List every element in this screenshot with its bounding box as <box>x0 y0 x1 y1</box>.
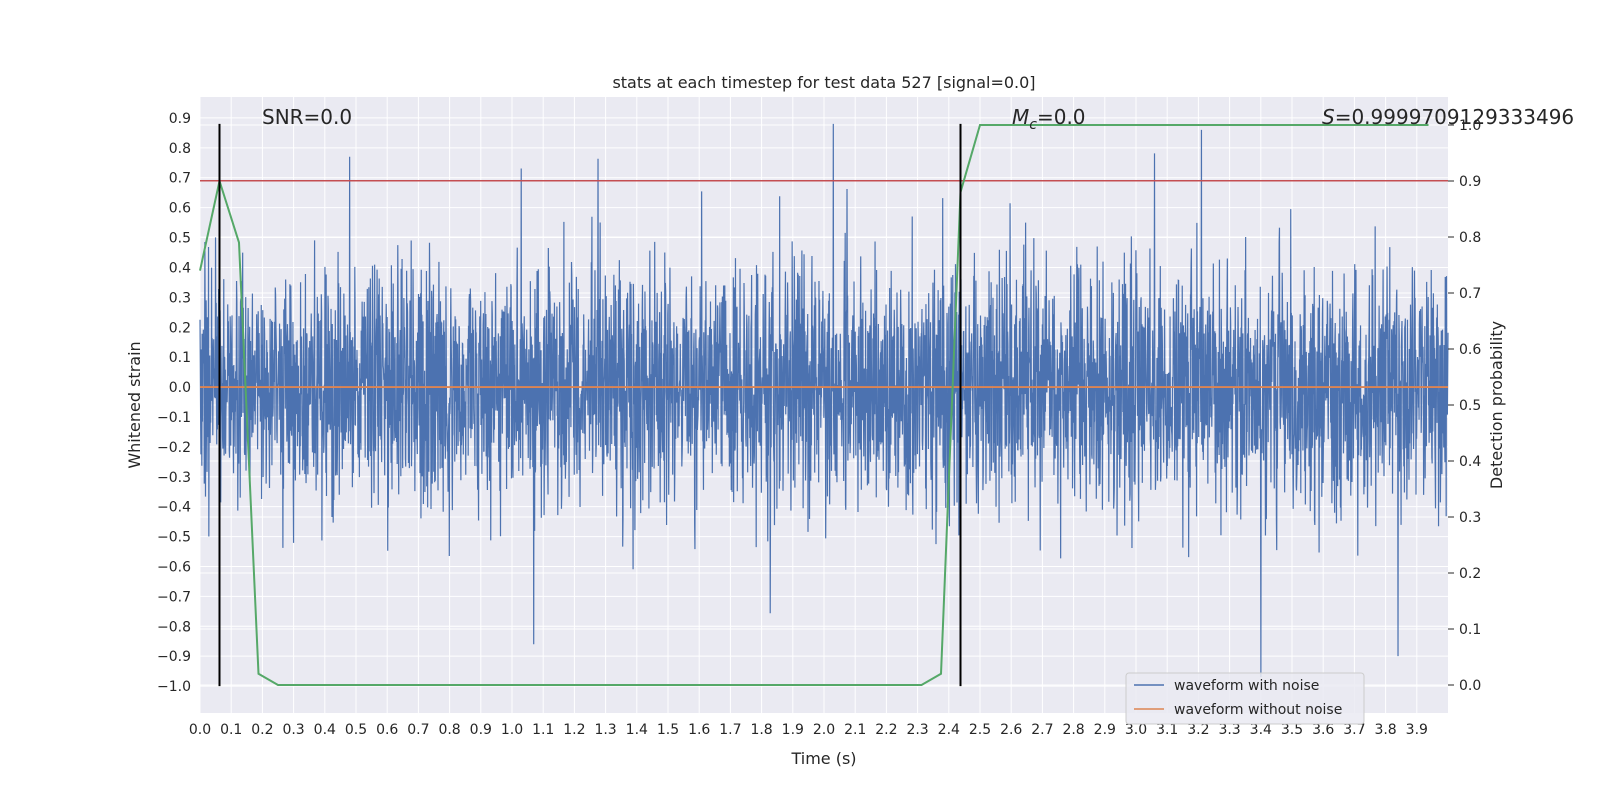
x-tick-label: 0.7 <box>407 722 429 738</box>
y-axis-label: Whitened strain <box>125 341 144 468</box>
y2-tick-label: 0.1 <box>1459 622 1481 638</box>
x-tick-label: 2.9 <box>1094 722 1116 738</box>
y2-tick-label: 0.3 <box>1459 510 1481 526</box>
y2-tick-label: 0.0 <box>1459 678 1481 694</box>
s-symbol: S <box>1322 105 1335 129</box>
tick-labels: 0.0 0.1 0.2 0.3 0.4 0.5 0.6 0.7 0.8 0.9 1.0 1.1 1.2 1… <box>157 111 1481 738</box>
x-tick-label: 2.4 <box>938 722 960 738</box>
x-tick-label: 0.8 <box>438 722 460 738</box>
x-tick-label: 1.3 <box>594 722 616 738</box>
y-tick-label: −0.2 <box>157 440 191 456</box>
x-tick-label: 3.3 <box>1218 722 1240 738</box>
x-tick-label: 2.0 <box>813 722 835 738</box>
x-tick-label: 2.6 <box>1000 722 1022 738</box>
x-tick-label: 3.0 <box>1125 722 1147 738</box>
y2-tick-label: 0.2 <box>1459 566 1481 582</box>
y-tick-label: 0.2 <box>169 320 191 336</box>
x-axis-label: Time (s) <box>790 749 856 768</box>
y-tick-label: −0.3 <box>157 470 191 486</box>
x-tick-label: 1.0 <box>501 722 523 738</box>
y-tick-label: 0.0 <box>169 380 191 396</box>
x-tick-label: 0.3 <box>282 722 304 738</box>
y2-axis-label: Detection probability <box>1487 321 1506 489</box>
y2-tick-label: 0.9 <box>1459 174 1481 190</box>
x-tick-label: 3.8 <box>1374 722 1396 738</box>
x-tick-label: 0.1 <box>220 722 242 738</box>
mc-value: =0.0 <box>1037 105 1086 129</box>
snr-annotation: SNR=0.0 <box>262 105 352 129</box>
noise-line <box>199 123 1449 678</box>
x-tick-label: 3.1 <box>1156 722 1178 738</box>
x-tick-label: 3.9 <box>1406 722 1428 738</box>
x-tick-label: 3.6 <box>1312 722 1334 738</box>
y-tick-label: 0.3 <box>169 290 191 306</box>
y-tick-label: 0.8 <box>169 141 191 157</box>
y2-tick-label: 0.8 <box>1459 230 1481 246</box>
noise-series <box>199 123 1449 678</box>
y2-tick-label: 0.7 <box>1459 286 1481 302</box>
overlay-lines <box>199 123 1448 687</box>
x-tick-label: 2.2 <box>875 722 897 738</box>
x-tick-label: 2.5 <box>969 722 991 738</box>
y-tick-label: −0.5 <box>157 530 191 546</box>
x-tick-label: 0.4 <box>314 722 336 738</box>
mc-symbol: M <box>1012 105 1029 129</box>
x-tick-label: 0.6 <box>376 722 398 738</box>
x-tick-label: 2.7 <box>1031 722 1053 738</box>
y-tick-label: −1.0 <box>157 679 191 695</box>
x-tick-label: 0.5 <box>345 722 367 738</box>
y-tick-label: 0.1 <box>169 350 191 366</box>
y-tick-label: 0.4 <box>169 260 191 276</box>
x-tick-label: 2.8 <box>1062 722 1084 738</box>
y-tick-label: −0.1 <box>157 410 191 426</box>
x-tick-label: 0.9 <box>470 722 492 738</box>
mc-subscript: c <box>1029 117 1037 133</box>
y-tick-label: −0.7 <box>157 589 191 605</box>
detection-probability-line <box>199 124 1429 686</box>
y-tick-label: 0.6 <box>169 201 191 217</box>
x-tick-label: 0.2 <box>251 722 273 738</box>
s-annotation: S=0.9999709129333496 <box>1322 105 1574 129</box>
mc-annotation: Mc=0.0 <box>1012 105 1086 133</box>
x-tick-label: 2.3 <box>906 722 928 738</box>
x-tick-label: 1.7 <box>719 722 741 738</box>
legend-box <box>1125 672 1365 725</box>
legend-label-clean: waveform without noise <box>1174 702 1342 718</box>
y-tick-label: 0.9 <box>169 111 191 127</box>
x-tick-label: 3.2 <box>1187 722 1209 738</box>
x-tick-label: 1.1 <box>532 722 554 738</box>
y-tick-label: −0.8 <box>157 619 191 635</box>
y-tick-label: 0.7 <box>169 171 191 187</box>
x-tick-label: 1.6 <box>688 722 710 738</box>
y-tick-label: −0.4 <box>157 500 191 516</box>
y2-tick-label: 0.6 <box>1459 342 1481 358</box>
chart-title: stats at each timestep for test data 527… <box>612 73 1035 92</box>
x-tick-label: 0.0 <box>189 722 211 738</box>
legend-label-noise: waveform with noise <box>1174 678 1319 694</box>
x-tick-label: 3.7 <box>1343 722 1365 738</box>
s-value: =0.9999709129333496 <box>1335 105 1574 129</box>
y-tick-label: 0.5 <box>169 231 191 247</box>
y2-tick-label: 0.5 <box>1459 398 1481 414</box>
x-tick-label: 2.1 <box>844 722 866 738</box>
legend: waveform with noise waveform without noi… <box>1125 672 1365 725</box>
x-tick-label: 1.5 <box>657 722 679 738</box>
x-tick-label: 1.2 <box>563 722 585 738</box>
x-tick-label: 1.8 <box>750 722 772 738</box>
x-tick-label: 3.5 <box>1281 722 1303 738</box>
y2-tick-label: 1.0 <box>1459 118 1481 134</box>
x-tick-label: 1.9 <box>782 722 804 738</box>
x-tick-label: 1.4 <box>626 722 648 738</box>
y2-tick-label: 0.4 <box>1459 454 1481 470</box>
x-tick-label: 3.4 <box>1250 722 1272 738</box>
y-tick-label: −0.9 <box>157 649 191 665</box>
y-tick-label: −0.6 <box>157 559 191 575</box>
